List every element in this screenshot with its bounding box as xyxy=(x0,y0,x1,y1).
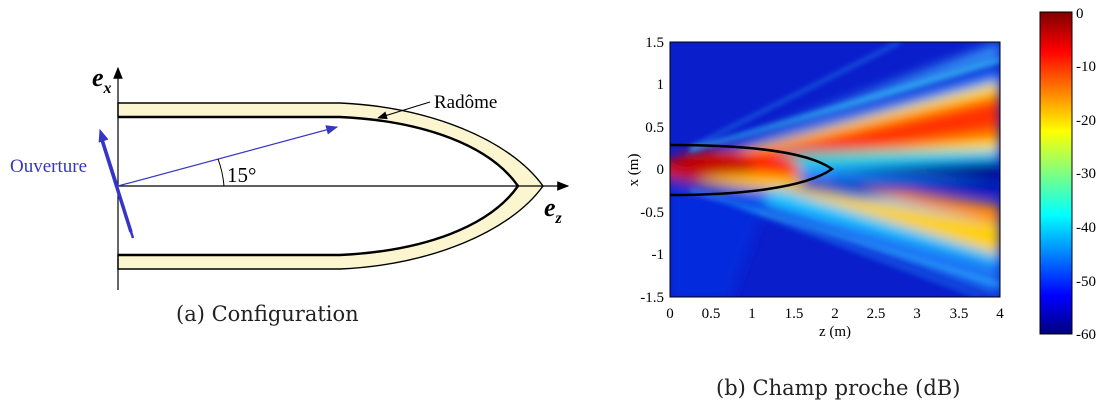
x-axis-title: z (m) xyxy=(819,324,851,340)
y-tick-label: 1 xyxy=(657,77,665,93)
plot-frame xyxy=(669,41,1001,298)
y-tick-label: -1.5 xyxy=(640,290,664,306)
x-tick-label: 1.5 xyxy=(785,306,804,322)
colorbar-tick-label: -30 xyxy=(1076,166,1096,182)
y-tick-label: 1.5 xyxy=(645,35,664,51)
radome-outline xyxy=(670,143,835,197)
x-tick-label: 1 xyxy=(748,306,756,322)
near-field-chart: 1.5 1 0.5 0 -0.5 -1 -1.5 0 0.5 1 1.5 2 2… xyxy=(626,6,1096,343)
aperture-lower-tick xyxy=(124,215,135,239)
angle-label: 15° xyxy=(227,163,256,187)
x-tick-label: 3.5 xyxy=(950,306,969,322)
aperture-normal-arrow xyxy=(98,128,119,187)
colorbar-axis: 0 -10 -20 -30 -40 -50 -60 xyxy=(1076,6,1096,343)
y-tick-label: 0 xyxy=(657,162,665,178)
colorbar-tick-label: -20 xyxy=(1076,113,1096,129)
aperture-label: Ouverture xyxy=(10,156,87,177)
radome-label: Radôme xyxy=(434,92,497,113)
x-tick-label: 4 xyxy=(996,306,1004,322)
colorbar-tick-label: -50 xyxy=(1076,274,1096,290)
radome-leader-arrow xyxy=(377,101,431,120)
y-tick-label: -1 xyxy=(652,247,665,263)
heatmap-field xyxy=(670,42,1000,297)
colorbar-tick-label: 0 xyxy=(1076,6,1084,22)
x-tick-label: 3 xyxy=(913,306,921,322)
axis-x-label: ex xyxy=(92,63,112,97)
y-axis-title: x (m) xyxy=(626,154,642,187)
caption-a: (a) Configuration xyxy=(176,302,359,326)
x-tick-label: 0.5 xyxy=(702,306,721,322)
colorbar-tick-label: -40 xyxy=(1076,220,1096,236)
y-tick-label: 0.5 xyxy=(645,120,664,136)
y-tick-label: -0.5 xyxy=(640,205,664,221)
axis-z-label: ez xyxy=(544,193,563,227)
x-tick-label: 2.5 xyxy=(867,306,886,322)
beam-direction-arrow xyxy=(117,125,339,187)
angle-arc xyxy=(217,158,225,187)
x-tick-label: 0 xyxy=(666,306,674,322)
colorbar-tick-label: -60 xyxy=(1076,327,1096,343)
x-axis: 0 0.5 1 1.5 2 2.5 3 3.5 4 xyxy=(666,306,1004,322)
colorbar-tick-label: -10 xyxy=(1076,59,1096,75)
colorbar xyxy=(1039,11,1073,335)
x-tick-label: 2 xyxy=(831,306,839,322)
configuration-diagram: ex ez Radôme Ouverture 15° xyxy=(10,63,570,290)
y-axis: 1.5 1 0.5 0 -0.5 -1 -1.5 xyxy=(640,35,664,306)
caption-b: (b) Champ proche (dB) xyxy=(716,376,961,400)
